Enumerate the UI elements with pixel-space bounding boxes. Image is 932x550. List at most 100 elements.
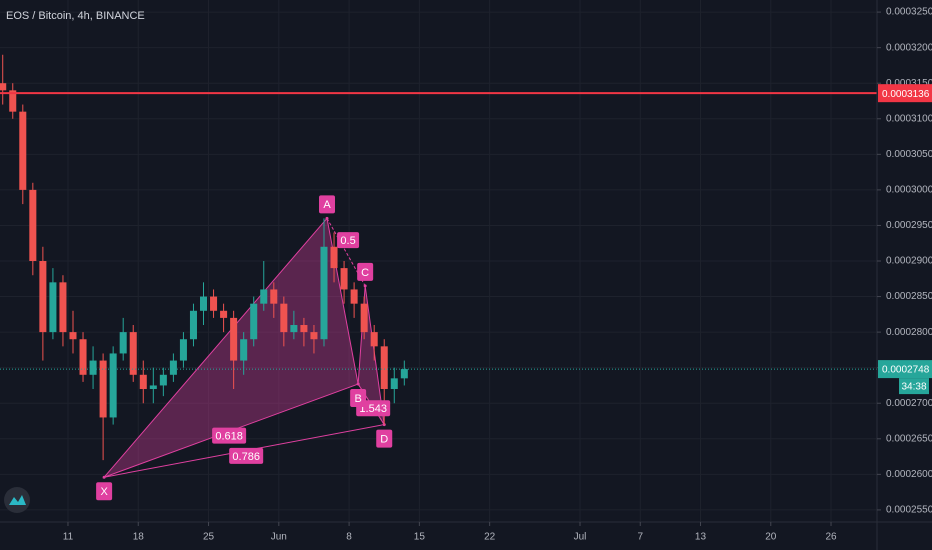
candles — [0, 54, 408, 461]
axes: 0.0003250 0.0003200 0.0003150 0.0003100 0.00… — [63, 7, 932, 543]
candle-body — [119, 332, 127, 354]
point-label: C — [361, 267, 369, 279]
y-tick-label: 0.0002550 — [886, 505, 932, 516]
candle-body — [290, 325, 298, 333]
y-tick-label: 0.0002900 — [886, 256, 932, 267]
candle-body — [189, 310, 197, 340]
point-label: A — [323, 199, 331, 211]
x-tick-label: 13 — [695, 532, 707, 543]
y-tick-label: 0.0002700 — [886, 398, 932, 409]
y-tick-label: 0.0002800 — [886, 327, 932, 338]
ratio-label: 0.5 — [340, 235, 355, 247]
y-tick-label: 0.0002650 — [886, 433, 932, 444]
pattern-line — [357, 383, 385, 425]
candle-body — [99, 360, 107, 418]
candle-body — [310, 332, 318, 340]
point-label-box — [350, 389, 367, 408]
y-tick-label: 0.0003100 — [886, 113, 932, 124]
grid — [0, 0, 877, 522]
x-tick-label: 20 — [765, 532, 777, 543]
resistance-label: 0.0003136 — [882, 89, 930, 100]
candle-body — [250, 303, 258, 340]
y-tick-label: 0.0002600 — [886, 469, 932, 480]
x-tick-label: 11 — [63, 532, 74, 543]
point-label-box — [357, 262, 374, 281]
y-tick-label: 0.0003250 — [886, 7, 932, 18]
chart-title: EOS / Bitcoin, 4h, BINANCE — [6, 10, 145, 22]
point-label: B — [354, 393, 361, 405]
pattern-line — [326, 218, 366, 287]
ratio-label-box — [212, 427, 247, 444]
countdown: 34:38 — [901, 382, 926, 393]
countdown-tag — [899, 378, 929, 395]
candle-body — [260, 289, 268, 304]
candle-body — [79, 339, 87, 375]
candle-body — [350, 289, 358, 304]
candle-body — [69, 332, 77, 340]
candle-body — [49, 282, 57, 333]
candle-body — [330, 246, 338, 269]
pattern-point — [356, 382, 360, 386]
candle-body — [300, 325, 308, 333]
candle-body — [240, 339, 248, 361]
x-tick-label: Jul — [574, 532, 587, 543]
candle-body — [199, 296, 208, 311]
pattern-point — [363, 284, 367, 288]
point-label: X — [100, 486, 108, 498]
overlay: 0.618 0.786 0.5 1.543 X A B C D — [0, 92, 877, 501]
candle-body — [210, 296, 218, 311]
x-tick-label: Jun — [271, 532, 287, 543]
candle-body — [9, 90, 17, 112]
logo — [4, 487, 30, 513]
y-tick-label: 0.0002950 — [886, 220, 932, 231]
pattern-point — [102, 475, 106, 479]
y-tick-label: 0.0003000 — [886, 185, 932, 196]
point-label-box — [376, 429, 393, 448]
point-label: D — [380, 433, 388, 445]
ratio-label-box — [229, 447, 264, 464]
x-tick-label: 22 — [484, 532, 496, 543]
candle-body — [159, 374, 167, 386]
point-label-box — [96, 482, 113, 501]
candle-body — [129, 332, 137, 375]
candle-body — [59, 282, 67, 333]
candle-body — [39, 261, 47, 333]
candle-body — [400, 369, 408, 379]
x-tick-label: 7 — [637, 532, 643, 543]
candle-body — [29, 189, 37, 261]
point-label-box — [319, 195, 336, 214]
x-tick-label: 18 — [133, 532, 145, 543]
candle-body — [220, 310, 228, 318]
ratio-label-box — [337, 232, 360, 249]
price-tag — [878, 360, 932, 379]
y-tick-label: 0.0003050 — [886, 149, 932, 160]
x-tick-label: 26 — [825, 532, 837, 543]
candle-body — [230, 317, 238, 361]
y-tick-label: 0.0003200 — [886, 42, 932, 53]
ratio-label: 0.786 — [232, 451, 260, 463]
candle-body — [270, 289, 278, 304]
candle-body — [169, 360, 177, 375]
ratio-label: 1.543 — [359, 403, 387, 415]
candle-body — [280, 303, 288, 333]
candle-body — [179, 339, 187, 361]
candle-body — [340, 268, 348, 290]
price-tag — [878, 84, 932, 103]
candle-body — [139, 374, 147, 390]
y-tick-label: 0.0002850 — [886, 291, 932, 302]
pattern-point — [325, 216, 329, 220]
x-tick-label: 8 — [346, 532, 352, 543]
candle-body — [149, 385, 157, 390]
y-tick-label: 0.0003150 — [886, 78, 932, 89]
candle-body — [380, 346, 388, 390]
x-tick-label: 25 — [203, 532, 215, 543]
x-tick-label: 15 — [414, 532, 426, 543]
candle-body — [19, 111, 27, 190]
candle-body — [89, 360, 97, 375]
candle-body — [390, 378, 398, 390]
candle-body — [0, 83, 7, 91]
candle-body — [320, 246, 328, 340]
last-price-label: 0.0002748 — [882, 365, 930, 376]
